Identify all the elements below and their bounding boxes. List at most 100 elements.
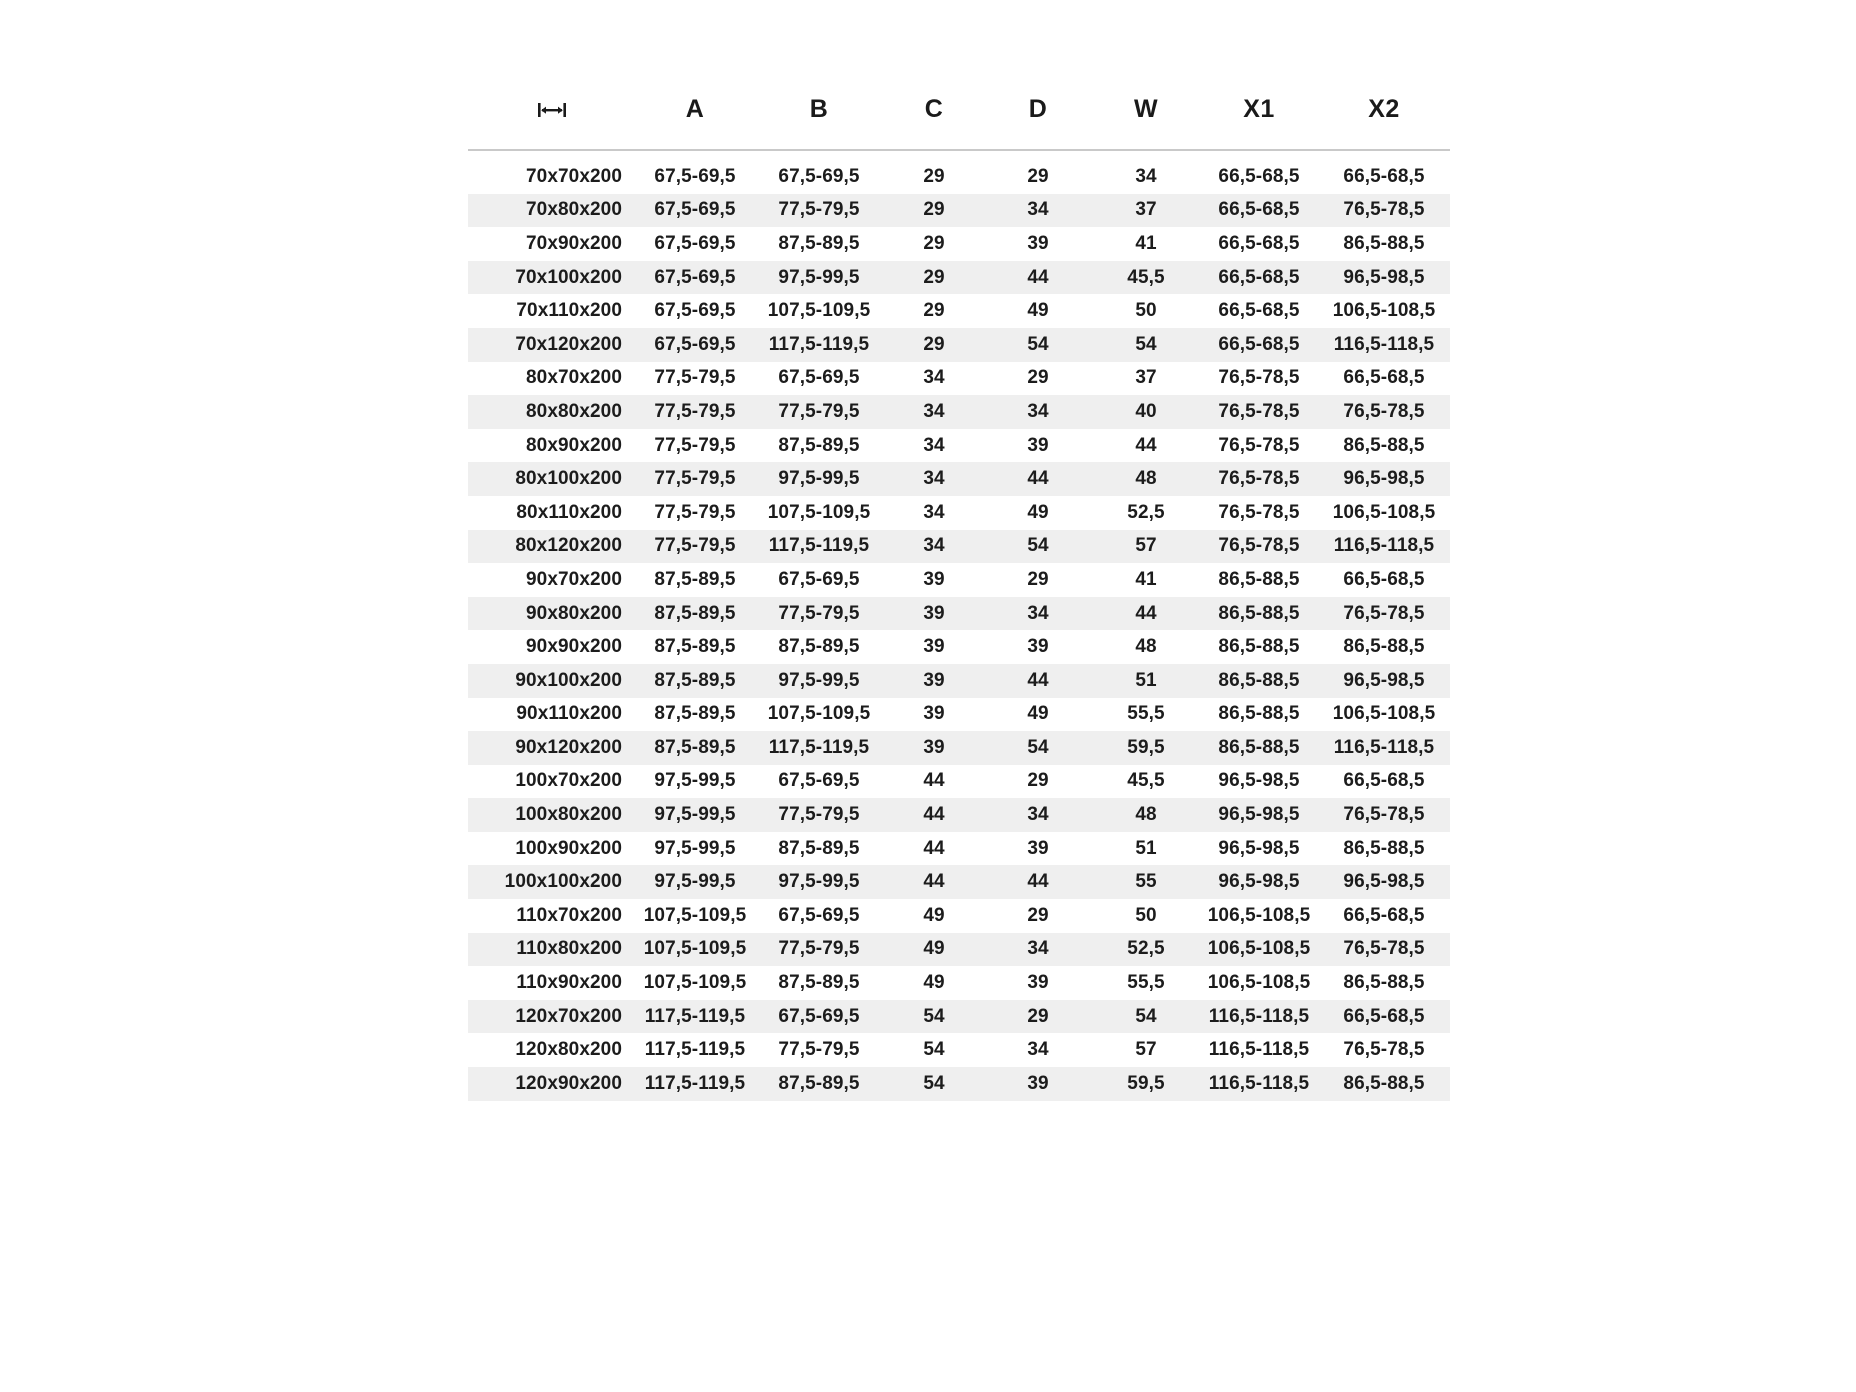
cell-d: 39 — [984, 428, 1092, 463]
cell-a: 117,5-119,5 — [636, 999, 754, 1034]
cell-c: 44 — [884, 798, 984, 832]
cell-b: 117,5-119,5 — [754, 327, 884, 362]
cell-x2: 86,5-88,5 — [1318, 1067, 1450, 1101]
cell-w: 51 — [1092, 663, 1200, 698]
cell-c: 39 — [884, 596, 984, 631]
table-header-row: A B C D W X1 X2 — [468, 78, 1450, 140]
cell-x2: 76,5-78,5 — [1318, 193, 1450, 228]
cell-w: 48 — [1092, 462, 1200, 496]
cell-x2: 66,5-68,5 — [1318, 563, 1450, 597]
cell-x1: 96,5-98,5 — [1200, 798, 1318, 832]
cell-a: 87,5-89,5 — [636, 731, 754, 765]
table-row: 110x90x200 107,5-109,5 87,5-89,5 49 39 55,5 10… — [468, 966, 1450, 1000]
cell-b: 117,5-119,5 — [754, 529, 884, 564]
cell-x1: 66,5-68,5 — [1200, 294, 1318, 328]
cell-d: 49 — [984, 697, 1092, 732]
cell-a: 87,5-89,5 — [636, 630, 754, 664]
cell-x2: 96,5-98,5 — [1318, 260, 1450, 295]
cell-d: 34 — [984, 1033, 1092, 1068]
table-row: 70x110x200 67,5-69,5 107,5-109,5 29 49 50 66,5… — [468, 294, 1450, 328]
cell-d: 44 — [984, 663, 1092, 698]
column-header-w: W — [1092, 78, 1200, 140]
cell-b: 107,5-109,5 — [754, 294, 884, 328]
cell-w: 44 — [1092, 596, 1200, 631]
table-row: 70x120x200 67,5-69,5 117,5-119,5 29 54 54 66,5… — [468, 327, 1450, 362]
cell-w: 51 — [1092, 831, 1200, 866]
cell-size: 90x100x200 — [468, 663, 636, 698]
cell-d: 34 — [984, 932, 1092, 967]
cell-size: 120x90x200 — [468, 1067, 636, 1101]
cell-d: 54 — [984, 731, 1092, 765]
cell-c: 39 — [884, 663, 984, 698]
cell-x2: 116,5-118,5 — [1318, 529, 1450, 564]
cell-x2: 66,5-68,5 — [1318, 361, 1450, 396]
cell-x1: 116,5-118,5 — [1200, 1067, 1318, 1101]
header-rule — [468, 149, 1450, 151]
cell-x1: 86,5-88,5 — [1200, 596, 1318, 631]
table-row: 100x90x200 97,5-99,5 87,5-89,5 44 39 51 96,5-9… — [468, 831, 1450, 866]
cell-b: 67,5-69,5 — [754, 764, 884, 799]
cell-c: 44 — [884, 865, 984, 900]
cell-b: 67,5-69,5 — [754, 999, 884, 1034]
cell-size: 70x100x200 — [468, 260, 636, 295]
cell-x2: 66,5-68,5 — [1318, 999, 1450, 1034]
cell-b: 67,5-69,5 — [754, 160, 884, 194]
cell-b: 87,5-89,5 — [754, 831, 884, 866]
cell-x2: 116,5-118,5 — [1318, 327, 1450, 362]
header-divider-cell — [468, 140, 1450, 160]
cell-x2: 96,5-98,5 — [1318, 865, 1450, 900]
cell-b: 107,5-109,5 — [754, 697, 884, 732]
cell-size: 80x100x200 — [468, 462, 636, 496]
cell-x1: 106,5-108,5 — [1200, 899, 1318, 933]
cell-size: 90x70x200 — [468, 563, 636, 597]
cell-a: 67,5-69,5 — [636, 327, 754, 362]
table-row: 110x80x200 107,5-109,5 77,5-79,5 49 34 52,5 10… — [468, 932, 1450, 967]
cell-w: 50 — [1092, 294, 1200, 328]
cell-d: 34 — [984, 395, 1092, 429]
cell-x1: 76,5-78,5 — [1200, 428, 1318, 463]
cell-w: 44 — [1092, 428, 1200, 463]
cell-c: 34 — [884, 495, 984, 530]
cell-x1: 96,5-98,5 — [1200, 764, 1318, 799]
header-divider-row — [468, 140, 1450, 160]
cell-b: 77,5-79,5 — [754, 395, 884, 429]
cell-size: 80x80x200 — [468, 395, 636, 429]
cell-x1: 106,5-108,5 — [1200, 932, 1318, 967]
cell-size: 90x80x200 — [468, 596, 636, 631]
table-row: 120x80x200 117,5-119,5 77,5-79,5 54 34 57 116,… — [468, 1033, 1450, 1068]
cell-d: 29 — [984, 999, 1092, 1034]
table-row: 120x90x200 117,5-119,5 87,5-89,5 54 39 59,5 11… — [468, 1067, 1450, 1101]
table-row: 80x110x200 77,5-79,5 107,5-109,5 34 49 52,5 76… — [468, 495, 1450, 530]
cell-x2: 76,5-78,5 — [1318, 932, 1450, 967]
cell-a: 97,5-99,5 — [636, 865, 754, 900]
cell-w: 59,5 — [1092, 1067, 1200, 1101]
cell-w: 41 — [1092, 227, 1200, 261]
table-row: 100x80x200 97,5-99,5 77,5-79,5 44 34 48 96,5-9… — [468, 798, 1450, 832]
cell-b: 87,5-89,5 — [754, 1067, 884, 1101]
table-row: 80x120x200 77,5-79,5 117,5-119,5 34 54 57 76,5… — [468, 529, 1450, 564]
cell-x1: 106,5-108,5 — [1200, 966, 1318, 1000]
table-row: 100x100x200 97,5-99,5 97,5-99,5 44 44 55 96,5-… — [468, 865, 1450, 900]
cell-x2: 96,5-98,5 — [1318, 663, 1450, 698]
cell-d: 29 — [984, 160, 1092, 194]
width-dimension-icon — [537, 101, 567, 119]
cell-b: 77,5-79,5 — [754, 596, 884, 631]
cell-d: 39 — [984, 831, 1092, 866]
cell-c: 39 — [884, 630, 984, 664]
cell-d: 39 — [984, 630, 1092, 664]
cell-d: 44 — [984, 260, 1092, 295]
cell-c: 34 — [884, 462, 984, 496]
cell-x2: 66,5-68,5 — [1318, 899, 1450, 933]
cell-size: 80x120x200 — [468, 529, 636, 564]
cell-x1: 76,5-78,5 — [1200, 495, 1318, 530]
cell-x2: 86,5-88,5 — [1318, 227, 1450, 261]
cell-b: 97,5-99,5 — [754, 663, 884, 698]
cell-w: 48 — [1092, 798, 1200, 832]
column-header-d: D — [984, 78, 1092, 140]
table-row: 90x70x200 87,5-89,5 67,5-69,5 39 29 41 86,5-88… — [468, 563, 1450, 597]
table-row: 90x120x200 87,5-89,5 117,5-119,5 39 54 59,5 86… — [468, 731, 1450, 765]
cell-size: 80x110x200 — [468, 495, 636, 530]
cell-x2: 66,5-68,5 — [1318, 160, 1450, 194]
column-header-x2: X2 — [1318, 78, 1450, 140]
cell-a: 77,5-79,5 — [636, 428, 754, 463]
